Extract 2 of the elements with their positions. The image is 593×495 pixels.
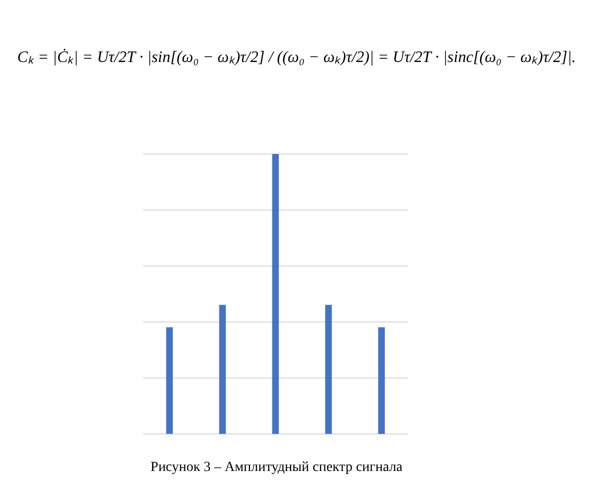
text: Cₖ = |Ċₖ| = Uτ/2T · |sin[(ω₀ − ωₖ)τ/2] / ((ω₀ − ωₖ)τ/2)| = Uτ/2T · |sinc[(ω₀ − ωₖ)τ/2]|.	[16, 48, 577, 67]
text: Рисунок 3 – Амплитудный спектр сигнала	[150, 460, 404, 476]
